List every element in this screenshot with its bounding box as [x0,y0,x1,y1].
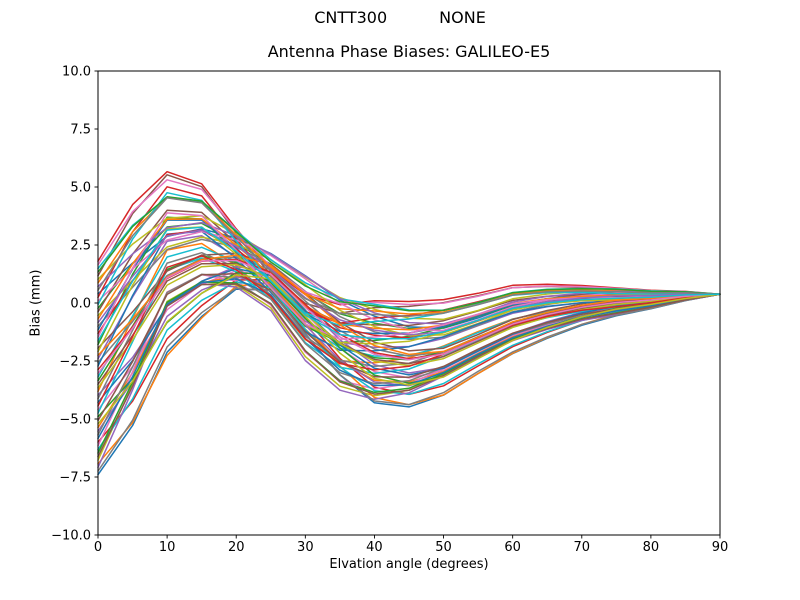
bias-curve [97,254,721,357]
chart-title: Antenna Phase Biases: GALILEO-E5 [267,42,551,61]
x-tick-label: 50 [435,540,452,555]
bias-curve [97,236,721,337]
bias-curve [97,229,721,336]
y-tick-label: 10.0 [62,65,91,80]
suptitle-left: CNTT300 [314,8,388,27]
y-tick-label: 0.0 [70,297,91,312]
y-tick-label: 7.5 [70,123,91,138]
y-tick-label: −7.5 [59,471,91,486]
bias-curve [97,196,721,312]
x-tick-label: 10 [159,540,176,555]
x-tick-label: 90 [712,540,729,555]
x-tick-label: 20 [228,540,245,555]
x-axis-label: Elvation angle (degrees) [329,557,489,572]
y-axis-label: Bias (mm) [28,269,44,337]
suptitle: CNTT300 NONE [0,9,800,27]
x-tick-label: 80 [643,540,660,555]
x-tick-label: 30 [297,540,314,555]
suptitle-right: NONE [439,8,486,27]
bias-curve [97,265,721,396]
bias-curve [97,259,721,375]
y-tick-label: −10.0 [51,529,91,544]
bias-curve [97,255,721,407]
y-tick-label: 2.5 [70,239,91,254]
y-tick-label: −2.5 [59,355,91,370]
x-tick-label: 60 [504,540,521,555]
bias-curve [97,226,721,342]
bias-curve [97,197,721,317]
x-tick-label: 70 [574,540,591,555]
bias-curve [97,283,721,458]
y-tick-label: 5.0 [70,181,91,196]
bias-curve [97,274,721,425]
bias-curve [97,191,721,327]
x-tick-label: 0 [94,540,102,555]
y-tick-label: −5.0 [59,413,91,428]
x-tick-label: 40 [366,540,383,555]
bias-curve [97,287,721,472]
